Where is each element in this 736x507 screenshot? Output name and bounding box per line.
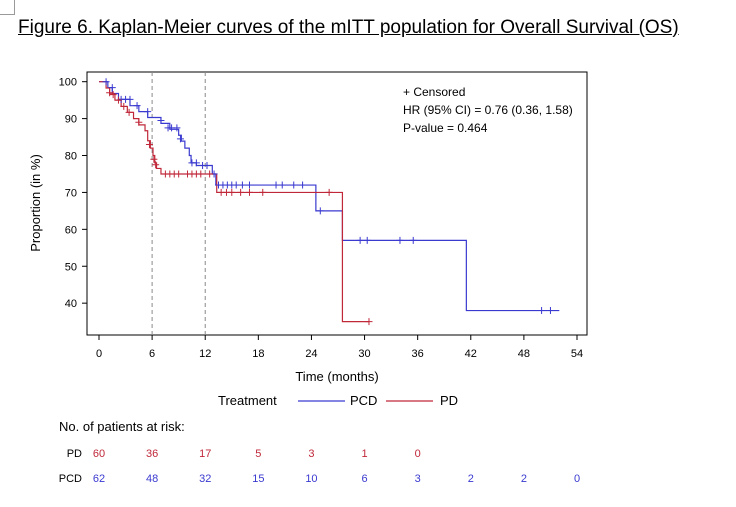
risk-value-pd-24: 3 — [308, 448, 314, 460]
x-tick-label-48: 48 — [518, 348, 530, 360]
annotation-hazard-ratio: HR (95% CI) = 0.76 (0.36, 1.58) — [403, 103, 573, 117]
risk-value-pcd-36: 3 — [415, 473, 421, 485]
risk-value-pd-0: 60 — [93, 448, 105, 460]
censor-mark-pcd-32 — [409, 236, 417, 244]
risk-value-pd-36: 0 — [415, 448, 421, 460]
censor-mark-pd-25 — [365, 318, 373, 326]
y-tick-label-60: 60 — [65, 224, 77, 236]
censor-mark-pcd-27 — [299, 181, 307, 189]
x-tick-label-42: 42 — [465, 348, 477, 360]
x-tick-label-30: 30 — [358, 348, 370, 360]
x-tick-label-0: 0 — [96, 348, 102, 360]
censor-mark-pd-2 — [114, 96, 122, 104]
x-tick-label-12: 12 — [199, 348, 211, 360]
risk-table-title: No. of patients at risk: — [59, 419, 185, 434]
censor-mark-pd-17 — [206, 170, 214, 178]
risk-value-pcd-24: 10 — [305, 473, 317, 485]
censor-mark-pcd-4 — [126, 95, 134, 103]
censor-mark-pcd-13 — [192, 159, 200, 167]
censor-mark-pcd-10 — [173, 124, 181, 132]
censor-mark-pcd-22 — [238, 181, 246, 189]
censor-mark-pd-5 — [135, 118, 143, 126]
censor-mark-pcd-21 — [232, 181, 240, 189]
x-tick-label-24: 24 — [305, 348, 317, 360]
risk-value-pcd-54: 0 — [574, 473, 580, 485]
censor-mark-pd-6 — [145, 140, 153, 148]
risk-value-pd-30: 1 — [361, 448, 367, 460]
censor-mark-pd-3 — [120, 102, 128, 110]
censor-mark-pcd-24 — [272, 181, 280, 189]
censor-mark-pd-24 — [325, 188, 333, 196]
figure-title: Figure 6. Kaplan-Meier curves of the mIT… — [18, 17, 679, 38]
censor-mark-pcd-28 — [316, 207, 324, 215]
censor-mark-pd-20 — [228, 188, 236, 196]
x-tick-label-18: 18 — [252, 348, 264, 360]
x-axis-label: Time (months) — [295, 369, 378, 384]
y-axis-label: Proportion (in %) — [28, 154, 43, 252]
y-tick-label-70: 70 — [65, 187, 77, 199]
censor-mark-pcd-29 — [356, 236, 364, 244]
censor-mark-pd-22 — [245, 188, 253, 196]
censor-mark-pcd-26 — [290, 181, 298, 189]
censor-mark-pcd-5 — [133, 102, 141, 110]
censor-mark-pcd-11 — [176, 135, 184, 143]
risk-value-pcd-30: 6 — [361, 473, 367, 485]
censor-mark-pcd-1 — [108, 84, 116, 92]
risk-value-pcd-48: 2 — [521, 473, 527, 485]
legend: Treatment PCD PD — [218, 393, 458, 408]
censor-mark-pcd-34 — [546, 307, 554, 315]
censor-mark-pcd-0 — [102, 78, 110, 86]
censor-mark-pd-8 — [152, 161, 160, 169]
censor-mark-pd-4 — [125, 108, 133, 116]
risk-value-pcd-12: 32 — [199, 473, 211, 485]
y-tick-label-50: 50 — [65, 261, 77, 273]
x-tick-label-36: 36 — [412, 348, 424, 360]
legend-title: Treatment — [218, 393, 277, 408]
km-curve-pd — [99, 81, 369, 323]
censor-mark-pcd-31 — [396, 236, 404, 244]
censor-mark-pcd-33 — [538, 307, 546, 315]
y-tick-label-90: 90 — [65, 114, 77, 126]
censor-mark-pcd-15 — [203, 161, 211, 169]
censor-mark-pd-21 — [237, 188, 245, 196]
risk-value-pcd-0: 62 — [93, 473, 105, 485]
censor-mark-pcd-25 — [278, 181, 286, 189]
risk-value-pd-6: 36 — [146, 448, 158, 460]
x-tick-label-6: 6 — [149, 348, 155, 360]
censor-mark-pd-0 — [106, 89, 114, 97]
annotation-p-value: P-value = 0.464 — [403, 121, 488, 135]
censor-mark-pd-23 — [259, 188, 267, 196]
x-tick-label-54: 54 — [571, 348, 583, 360]
y-tick-label-80: 80 — [65, 151, 77, 163]
censor-mark-pcd-30 — [363, 236, 371, 244]
legend-label-pcd: PCD — [350, 393, 377, 408]
document-corner-mark — [0, 0, 15, 15]
risk-value-pcd-18: 15 — [252, 473, 264, 485]
risk-row-label-pd: PD — [67, 448, 82, 460]
censor-mark-pd-7 — [150, 155, 158, 163]
risk-value-pcd-42: 2 — [468, 473, 474, 485]
censor-mark-pcd-6 — [144, 108, 152, 116]
annotation-censored: + Censored — [403, 85, 465, 99]
plot-frame — [86, 71, 588, 336]
censor-mark-pd-1 — [109, 91, 117, 99]
censor-mark-pd-12 — [175, 170, 183, 178]
censor-mark-pcd-23 — [245, 181, 253, 189]
legend-label-pd: PD — [440, 393, 458, 408]
risk-value-pd-12: 17 — [199, 448, 211, 460]
y-tick-label-40: 40 — [65, 298, 77, 310]
risk-value-pd-18: 5 — [255, 448, 261, 460]
censor-mark-pcd-7 — [157, 116, 165, 124]
risk-value-pcd-6: 48 — [146, 473, 158, 485]
censor-mark-pd-16 — [197, 170, 205, 178]
y-tick-label-100: 100 — [59, 77, 77, 89]
risk-row-label-pcd: PCD — [59, 473, 82, 485]
